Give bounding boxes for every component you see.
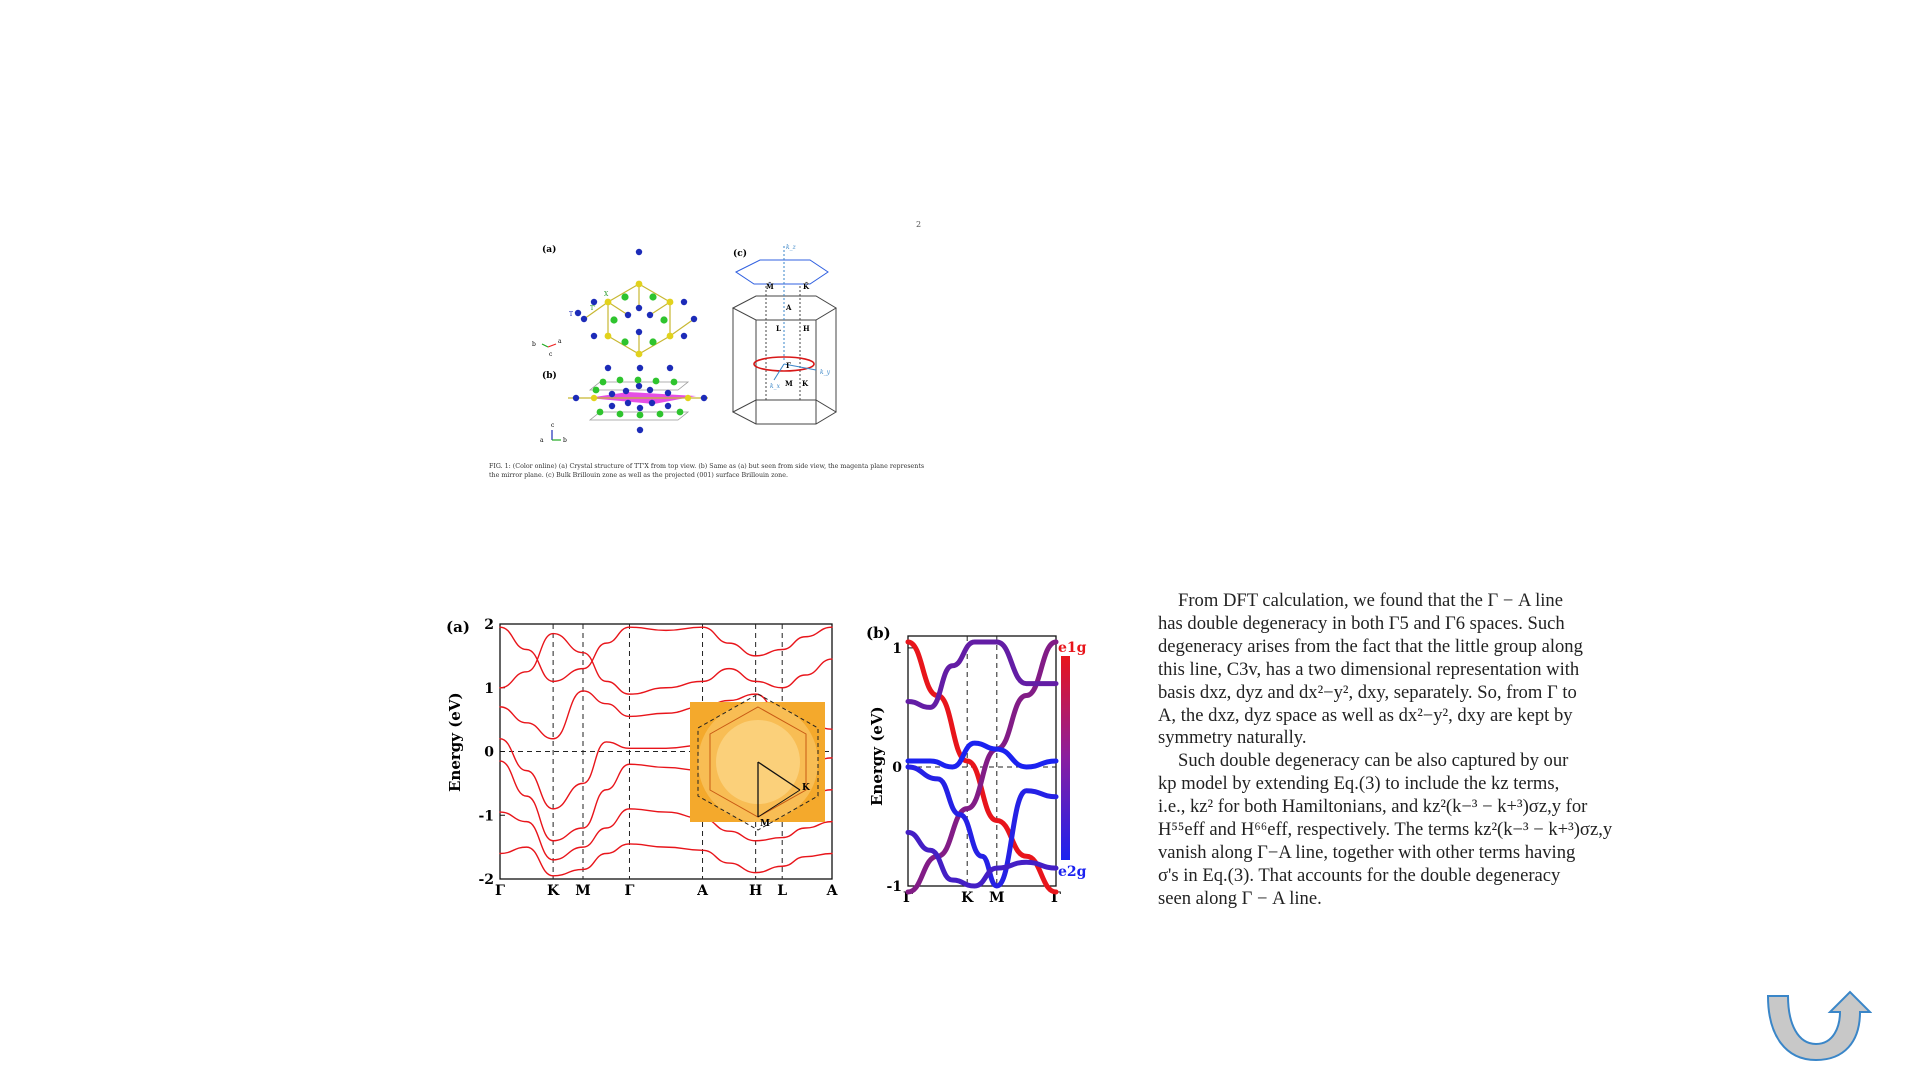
band-line-5 bbox=[905, 829, 1059, 889]
svg-text:M: M bbox=[785, 379, 793, 388]
atoms-top-view bbox=[574, 248, 698, 390]
paragraph-1: From DFT calculation, we found that the … bbox=[1158, 590, 1583, 749]
crystal-top-view bbox=[583, 283, 695, 355]
inset-m-label: M bbox=[760, 819, 770, 829]
y-tick-label: -1 bbox=[478, 808, 494, 824]
y-tick-label: 0 bbox=[484, 745, 494, 761]
brillouin-inset: K M bbox=[690, 693, 825, 831]
band-line-0 bbox=[499, 626, 833, 683]
y-tick-label: 2 bbox=[484, 617, 494, 633]
x-tick-label: K bbox=[547, 883, 560, 899]
x-tick-label: Γ bbox=[903, 890, 913, 906]
brillouin-zone bbox=[731, 246, 837, 425]
body-text: From DFT calculation, we found that the … bbox=[1158, 590, 1643, 911]
atom-label-t-prime: T' bbox=[590, 305, 596, 312]
colorbar bbox=[1061, 656, 1070, 860]
svg-text:c: c bbox=[549, 351, 553, 358]
svg-text:a: a bbox=[558, 338, 562, 345]
x-tick-label: Γ bbox=[1051, 890, 1061, 906]
x-tick-label: L bbox=[777, 883, 787, 899]
axes-indicator-b: a b c bbox=[540, 422, 567, 444]
colorbar-top-label: e1g bbox=[1058, 640, 1087, 656]
fig2-panel-b-label: (b) bbox=[866, 624, 891, 642]
svg-text:K̄: K̄ bbox=[803, 282, 810, 291]
svg-text:L: L bbox=[776, 324, 781, 333]
axes-indicator-a: b a c bbox=[532, 338, 562, 358]
ylabel-b: Energy (eV) bbox=[868, 706, 886, 806]
fig1-panel-a-label: (a) bbox=[542, 244, 556, 255]
y-tick-label: -2 bbox=[478, 872, 494, 888]
bz-kx-label: k_x bbox=[770, 383, 781, 390]
svg-text:H: H bbox=[803, 324, 810, 333]
y-tick-label: 0 bbox=[892, 760, 902, 776]
svg-text:b: b bbox=[532, 341, 536, 348]
y-tick-label: -1 bbox=[886, 879, 902, 895]
figure1-caption: FIG. 1: (Color online) (a) Crystal struc… bbox=[489, 463, 925, 479]
band-line-4 bbox=[905, 764, 1059, 889]
band-line-2 bbox=[905, 639, 1059, 710]
atom-label-t: T bbox=[569, 311, 573, 318]
svg-text:b: b bbox=[563, 437, 567, 444]
x-tick-label: H bbox=[749, 883, 762, 899]
y-tick-label: 1 bbox=[892, 641, 902, 657]
x-tick-label: A bbox=[826, 883, 839, 899]
svg-text:Γ: Γ bbox=[786, 361, 791, 370]
band-line-1 bbox=[499, 632, 833, 695]
band-line-3 bbox=[905, 740, 1059, 770]
bz-kz-label: k_z bbox=[786, 244, 797, 251]
svg-text:K: K bbox=[802, 379, 809, 388]
page-turn-arrow-icon[interactable] bbox=[1760, 990, 1872, 1062]
y-tick-label: 1 bbox=[484, 681, 494, 697]
colorbar-bottom-label: e2g bbox=[1058, 864, 1087, 880]
fig1-panel-c-label: (c) bbox=[733, 248, 747, 259]
atom-label-x: X bbox=[604, 291, 609, 298]
x-tick-label: K bbox=[961, 890, 974, 906]
page-number: 2 bbox=[916, 220, 922, 229]
x-tick-label: Γ bbox=[495, 883, 505, 899]
x-tick-label: A bbox=[696, 883, 709, 899]
svg-text:c: c bbox=[551, 422, 555, 429]
crystal-structure-figure: (a) (b) (c) T T' X b a c bbox=[532, 244, 837, 444]
band-line-5 bbox=[499, 808, 833, 861]
svg-text:M̄: M̄ bbox=[766, 282, 774, 291]
band-line-6 bbox=[499, 843, 833, 877]
x-tick-label: M bbox=[989, 890, 1005, 906]
svg-text:a: a bbox=[540, 437, 544, 444]
x-tick-label: Γ bbox=[625, 883, 635, 899]
svg-text:A: A bbox=[785, 303, 792, 312]
bz-ky-label: k_y bbox=[820, 369, 831, 376]
band-structure-chart-b: (b) Energy (eV) Γ K M Γ 1 0 -1 e1g e2g bbox=[866, 624, 1087, 906]
paragraph-2: Such double degeneracy can be also captu… bbox=[1158, 750, 1613, 909]
crystal-side-view bbox=[568, 364, 708, 434]
inset-k-label: K bbox=[802, 783, 811, 793]
ylabel-a: Energy (eV) bbox=[446, 692, 464, 792]
x-tick-label: M bbox=[575, 883, 591, 899]
fig1-panel-b-label: (b) bbox=[542, 370, 557, 381]
fig2-panel-a-label: (a) bbox=[446, 618, 470, 636]
